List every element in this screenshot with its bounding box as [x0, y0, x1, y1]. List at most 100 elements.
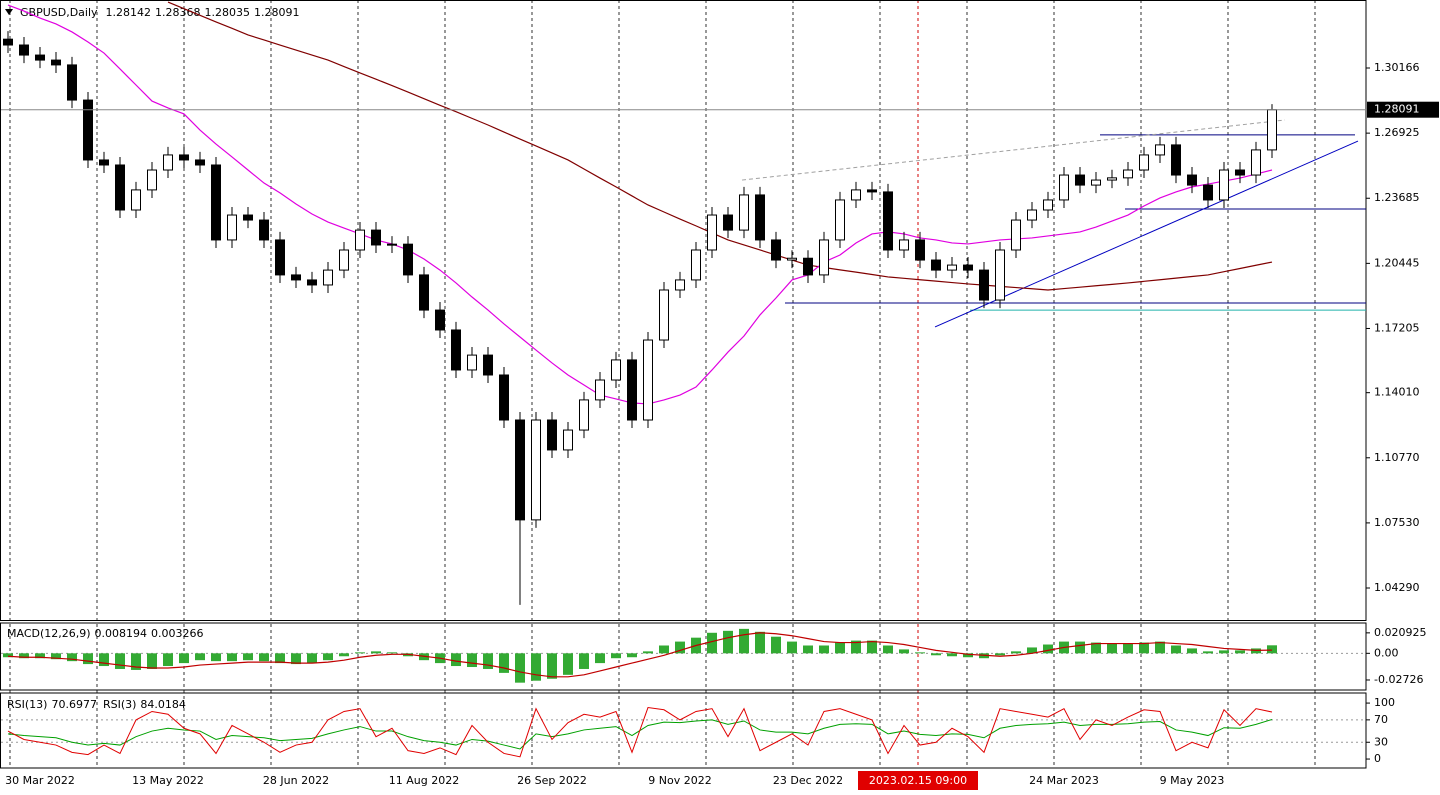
y-tick-label: 0 [1374, 752, 1381, 765]
candle-body [515, 419, 525, 521]
macd-bar [1123, 643, 1133, 654]
macd-bar [627, 653, 637, 658]
macd-bar [675, 641, 685, 654]
macd-bar [1107, 643, 1117, 654]
rsi-line [7, 706, 1273, 758]
macd-bar [1187, 648, 1197, 654]
y-tick-label: 1.30166 [1374, 61, 1420, 74]
candle-body [675, 279, 685, 291]
macd-bar [1027, 647, 1037, 654]
y-tick-label: 1.07530 [1374, 516, 1420, 529]
candle-body [803, 257, 813, 276]
candle-body [211, 164, 221, 241]
macd-bar [259, 653, 269, 662]
macd-bar [819, 645, 829, 654]
candle-body [355, 229, 365, 251]
macd-bar [867, 640, 877, 654]
macd-bar [323, 653, 333, 661]
macd-bar [83, 653, 93, 665]
macd-bar [1091, 642, 1101, 654]
candle-body [1075, 174, 1085, 186]
time-grid [9, 0, 1316, 768]
macd-bar [499, 653, 509, 673]
macd-bar [163, 653, 173, 667]
candle-body [1155, 144, 1165, 156]
macd-bar [851, 640, 861, 654]
low-readout: 1.28035 [205, 6, 251, 19]
candle-body [1139, 154, 1149, 171]
collapse-icon[interactable] [5, 9, 13, 15]
candle-body [643, 339, 653, 421]
y-tick-label: 1.04290 [1374, 581, 1420, 594]
macd-bar [19, 653, 29, 659]
y-tick-label: -0.02726 [1374, 673, 1423, 686]
y-tick-label: 1.14010 [1374, 386, 1420, 399]
candle-body [915, 239, 925, 261]
candle-body [259, 219, 269, 241]
candle-body [995, 249, 1005, 301]
macd-bar [787, 641, 797, 654]
candle-body [323, 269, 333, 286]
candle-body [467, 354, 477, 371]
x-tick-label: 9 Nov 2022 [648, 774, 711, 787]
macd-bar [899, 649, 909, 654]
macd-bar [947, 653, 957, 657]
trendline [934, 140, 1359, 328]
macd-bar [659, 645, 669, 654]
macd-bar [755, 631, 765, 654]
macd-bar [467, 653, 477, 668]
y-tick-label: 0.00 [1374, 646, 1399, 659]
candle-body [771, 239, 781, 261]
macd-bar [227, 653, 237, 662]
macd-bar [739, 628, 749, 654]
last-price-box [1367, 101, 1439, 118]
macd-bar [995, 653, 1005, 656]
candle-body [387, 243, 397, 246]
y-tick-label: 1.20445 [1374, 256, 1420, 269]
macd-bar [291, 653, 301, 665]
x-tick-label: 30 Mar 2022 [5, 774, 75, 787]
x-tick-label: 11 Aug 2022 [389, 774, 459, 787]
candle-body [963, 264, 973, 271]
macd-bar [147, 653, 157, 669]
candle-body [115, 164, 125, 211]
macd-bar [707, 632, 717, 654]
candle-body [1107, 177, 1117, 181]
macd-bar [67, 653, 77, 662]
candle-body [595, 379, 605, 401]
macd-bar [1267, 645, 1277, 654]
crosshair-label-box [858, 771, 978, 790]
candle-body [195, 159, 205, 166]
macd-bar [371, 651, 381, 654]
rsi-name: RSI(3) [103, 698, 136, 711]
macd-bar [3, 653, 13, 658]
candle-body [163, 154, 173, 171]
macd-bar [1011, 651, 1021, 654]
macd-bar [963, 653, 973, 658]
candle-body [99, 159, 109, 166]
candle-body [1235, 169, 1245, 176]
macd-signal [7, 632, 1273, 678]
candle-body [835, 199, 845, 241]
x-tick-label: 9 May 2023 [1160, 774, 1225, 787]
macd-bar [547, 653, 557, 679]
candle-body [1251, 149, 1261, 176]
macd-bar [243, 653, 253, 661]
macd-bar [35, 653, 45, 659]
macd-bar [483, 653, 493, 669]
candle-body [787, 257, 797, 261]
macd-bar [611, 653, 621, 659]
candle-body [419, 274, 429, 311]
close-readout: 1.28091 [254, 6, 300, 19]
macd-panel-border [0, 622, 1367, 691]
macd-bar [355, 652, 365, 654]
macd-bar [643, 651, 653, 654]
candle-body [867, 189, 877, 193]
macd-title: MACD(12,26,9) [7, 627, 91, 640]
candle-body [563, 429, 573, 451]
candle-body [131, 189, 141, 211]
candle-body [1059, 174, 1069, 201]
candle-body [739, 194, 749, 231]
candle-body [1123, 169, 1133, 179]
candle-body [579, 399, 589, 431]
